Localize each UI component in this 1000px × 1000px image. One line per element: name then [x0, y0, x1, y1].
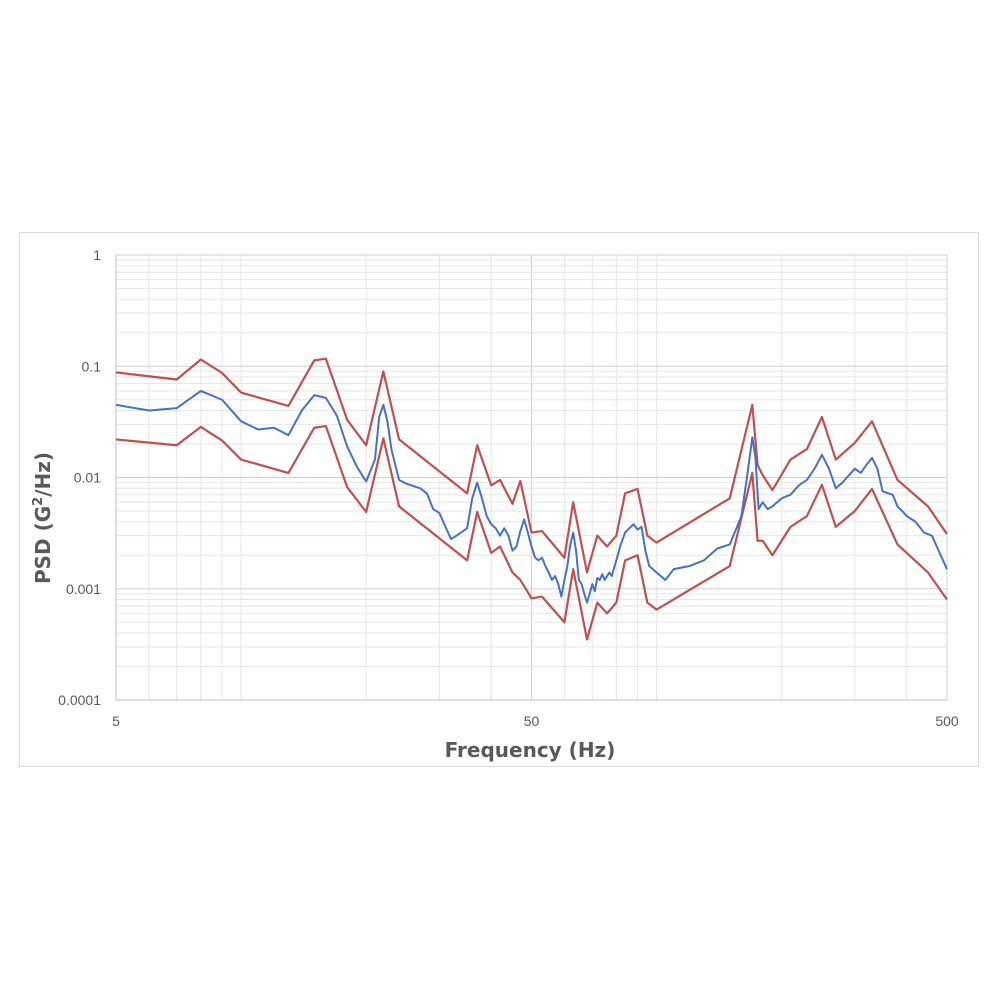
chart-frame: 5 50 500 1 0.1 0.01 0.001 0.0001 Frequency (Hz)… — [19, 232, 979, 767]
series-layer — [115, 357, 948, 641]
grid-layer — [115, 254, 948, 701]
measured-psd-line — [115, 389, 948, 604]
y-axis-title-superscript: 2 — [31, 497, 46, 506]
y-tick-label-1: 0.1 — [82, 358, 102, 374]
y-axis-title: PSD (G2/Hz) — [31, 452, 55, 584]
y-tick-label-2: 0.01 — [74, 470, 101, 486]
tick-label-layer: 5 50 500 1 0.1 0.01 0.001 0.0001 — [58, 247, 959, 729]
psd-chart: 5 50 500 1 0.1 0.01 0.001 0.0001 Frequency (Hz)… — [31, 247, 959, 762]
y-axis-title-tail: /Hz) — [31, 452, 55, 497]
lower-limit-line — [115, 424, 948, 641]
x-tick-label-1: 50 — [524, 713, 540, 729]
y-axis-title-main: PSD (G — [31, 506, 55, 584]
x-tick-label-0: 5 — [112, 713, 120, 729]
x-axis-title: Frequency (Hz) — [445, 738, 616, 762]
upper-limit-line — [115, 357, 948, 574]
y-tick-label-3: 0.001 — [66, 581, 101, 597]
y-tick-label-4: 0.0001 — [58, 692, 101, 708]
x-tick-label-2: 500 — [935, 713, 959, 729]
y-tick-label-0: 1 — [93, 247, 101, 263]
